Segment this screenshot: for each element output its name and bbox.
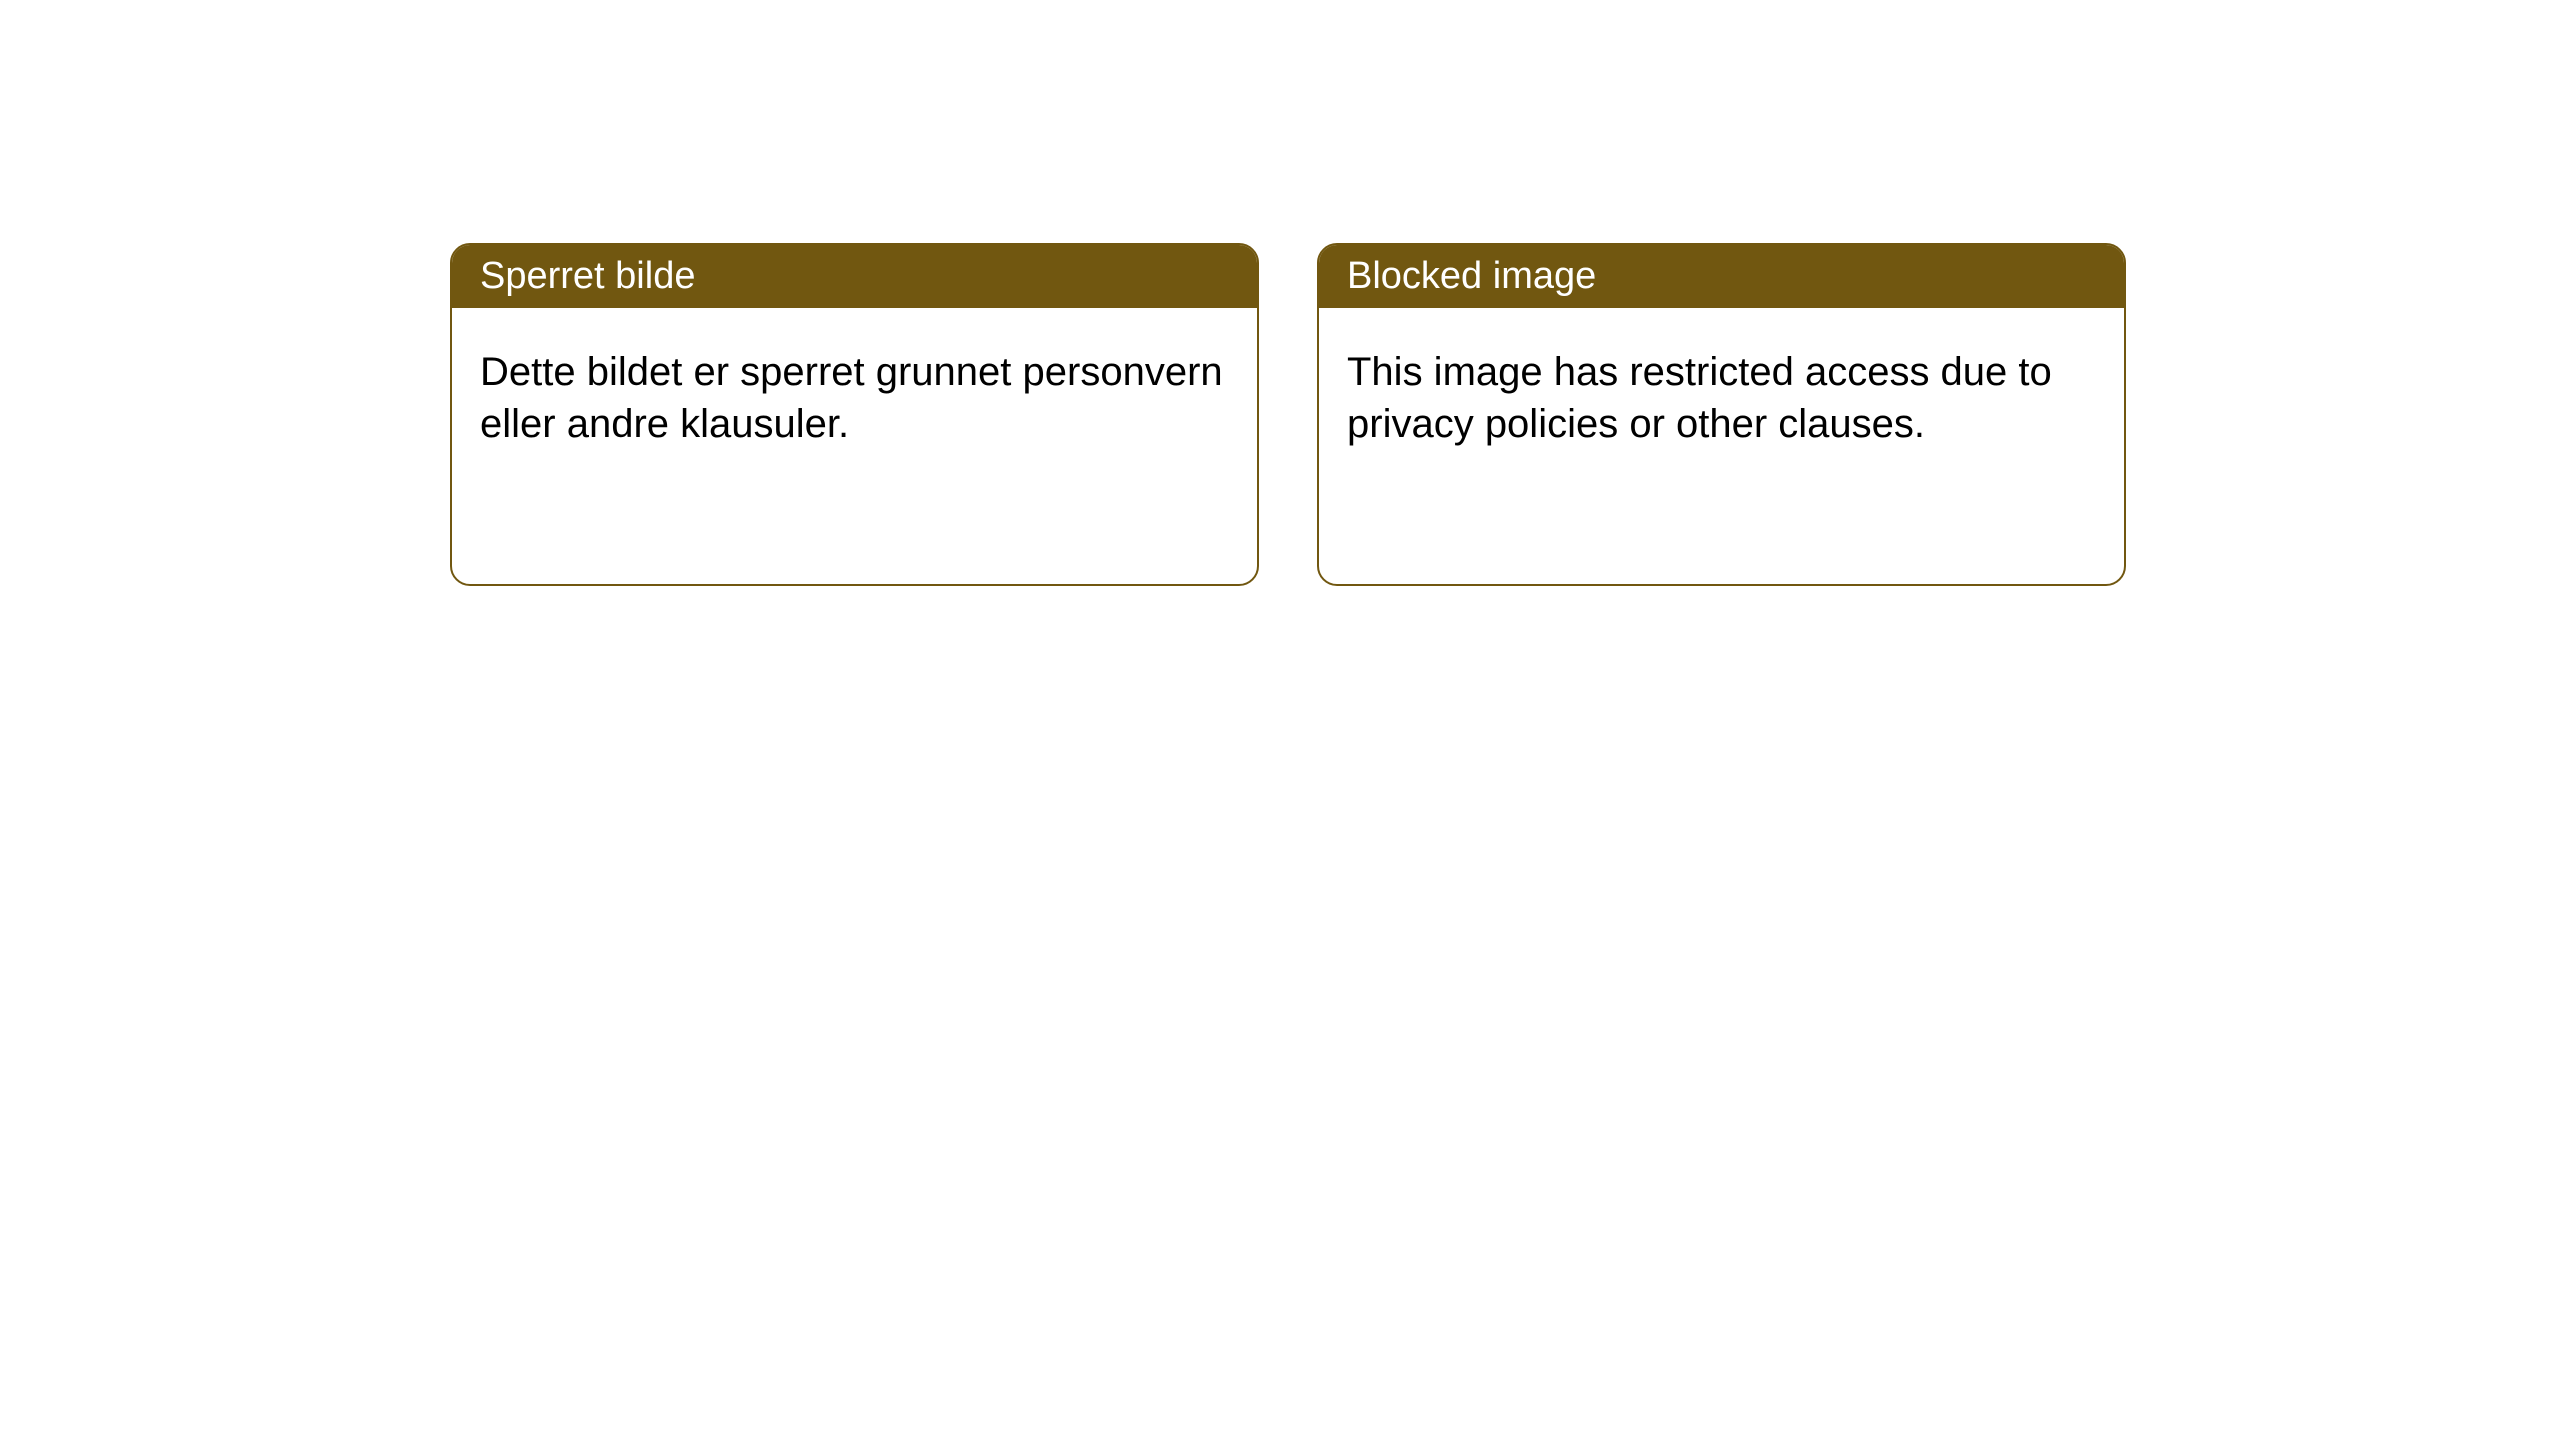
notice-title: Blocked image bbox=[1319, 245, 2124, 308]
notice-card-norwegian: Sperret bilde Dette bildet er sperret gr… bbox=[450, 243, 1259, 586]
notice-title: Sperret bilde bbox=[452, 245, 1257, 308]
notice-body: This image has restricted access due to … bbox=[1319, 308, 2124, 584]
notice-card-english: Blocked image This image has restricted … bbox=[1317, 243, 2126, 586]
notice-body: Dette bildet er sperret grunnet personve… bbox=[452, 308, 1257, 584]
notice-container: Sperret bilde Dette bildet er sperret gr… bbox=[0, 0, 2560, 586]
